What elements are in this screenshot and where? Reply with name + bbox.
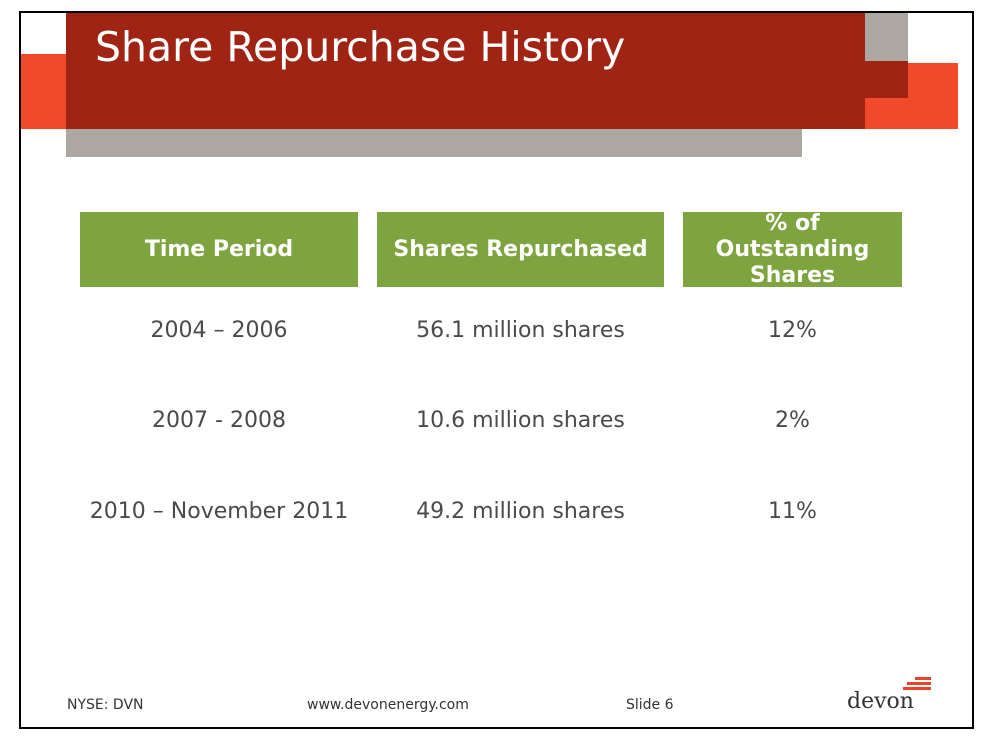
table-cell-percent: 11%	[768, 499, 817, 524]
footer-ticker: NYSE: DVN	[67, 697, 144, 713]
table-cell-period: 2010 – November 2011	[89, 499, 349, 524]
gray-accent-bar	[66, 129, 802, 157]
footer-slide-number: Slide 6	[626, 697, 674, 713]
column-header-percent-outstanding: % of Outstanding Shares	[683, 211, 902, 288]
table-cell-period: 2007 - 2008	[152, 408, 286, 433]
title-bar	[66, 13, 867, 129]
red-accent-block-left	[21, 54, 68, 129]
footer-website[interactable]: www.devonenergy.com	[307, 697, 469, 713]
slide-title: Share Repurchase History	[95, 23, 626, 71]
table-cell-percent: 12%	[768, 318, 817, 343]
table-cell-shares: 56.1 million shares	[416, 318, 625, 343]
table-cell-period: 2004 – 2006	[150, 318, 288, 343]
column-header-time-period: Time Period	[80, 212, 358, 287]
slide: Share Repurchase History Time Period Sha…	[19, 11, 974, 729]
dark-red-accent-strip	[865, 61, 908, 98]
table-cell-shares: 10.6 million shares	[416, 408, 625, 433]
column-header-shares-repurchased: Shares Repurchased	[377, 212, 664, 287]
table-cell-percent: 2%	[775, 408, 810, 433]
gray-accent-block-top	[865, 13, 908, 61]
table-cell-shares: 49.2 million shares	[416, 499, 625, 524]
devon-logo-icon	[903, 677, 933, 691]
devon-logo: devon	[847, 677, 931, 717]
logo-text: devon	[847, 689, 914, 714]
